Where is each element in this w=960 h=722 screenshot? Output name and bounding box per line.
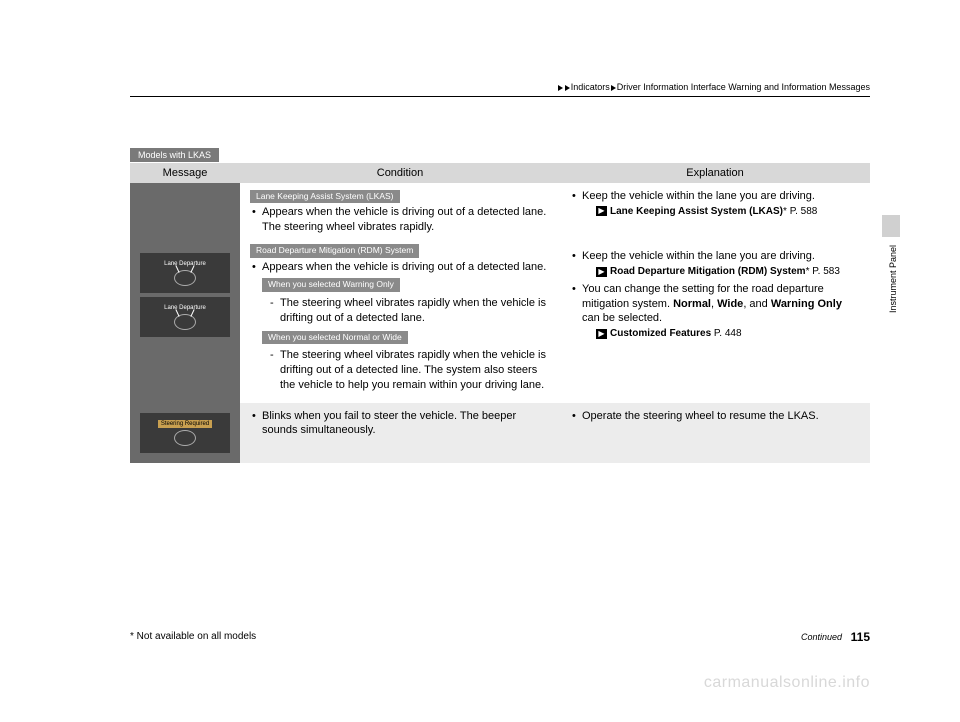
side-tab: Instrument Panel <box>882 215 900 345</box>
display-lane-departure: Lane Departure <box>140 297 230 337</box>
system-tag: Lane Keeping Assist System (LKAS) <box>250 190 400 203</box>
explanation-cell: Keep the vehicle within the lane you are… <box>560 183 870 403</box>
col-header-explanation: Explanation <box>560 163 870 183</box>
message-cell: Lane Departure Lane Departure <box>130 183 240 403</box>
display-label: Lane Departure <box>164 260 206 268</box>
reference: ▶Road Departure Mitigation (RDM) System*… <box>582 265 860 279</box>
footnote: * Not available on all models <box>130 631 256 642</box>
divider <box>130 96 870 97</box>
chevron-right-icon <box>611 85 616 91</box>
messages-table: Message Condition Explanation Lane Depar… <box>130 163 870 463</box>
chevron-right-icon <box>558 85 563 91</box>
message-cell: Steering Required <box>130 403 240 463</box>
mode-tag: When you selected Normal or Wide <box>262 331 408 344</box>
system-tag: Road Departure Mitigation (RDM) System <box>250 244 419 257</box>
breadcrumb: Indicators Driver Information Interface W… <box>130 82 870 92</box>
page-container: Indicators Driver Information Interface W… <box>0 0 960 503</box>
steering-wheel-icon <box>174 270 196 286</box>
condition-cell: Lane Keeping Assist System (LKAS) Appear… <box>240 183 560 403</box>
reference: ▶Lane Keeping Assist System (LKAS)* P. 5… <box>582 205 860 219</box>
reference-icon: ▶ <box>596 267 607 277</box>
model-badge: Models with LKAS <box>130 148 219 162</box>
condition-subtext: The steering wheel vibrates rapidly when… <box>262 296 550 326</box>
display-label: Lane Departure <box>164 304 206 312</box>
display-label: Steering Required <box>158 420 212 428</box>
condition-text: Blinks when you fail to steer the vehicl… <box>250 409 550 439</box>
condition-text: Appears when the vehicle is driving out … <box>250 205 550 235</box>
col-header-condition: Condition <box>240 163 560 183</box>
steering-wheel-icon <box>174 314 196 330</box>
condition-text: Appears when the vehicle is driving out … <box>250 260 550 275</box>
side-tab-mark <box>882 215 900 237</box>
explanation-text: You can change the setting for the road … <box>570 282 860 341</box>
reference: ▶Customized Features P. 448 <box>582 327 860 341</box>
continued-label: Continued <box>801 632 842 642</box>
chevron-right-icon <box>565 85 570 91</box>
display-lane-departure: Lane Departure <box>140 253 230 293</box>
table-header-row: Message Condition Explanation <box>130 163 870 183</box>
col-header-message: Message <box>130 163 240 183</box>
steering-wheel-icon <box>174 430 196 446</box>
condition-cell: Blinks when you fail to steer the vehicl… <box>240 403 560 463</box>
display-steering-required: Steering Required <box>140 413 230 453</box>
explanation-cell: Operate the steering wheel to resume the… <box>560 403 870 463</box>
explanation-text: Keep the vehicle within the lane you are… <box>570 249 860 278</box>
reference-icon: ▶ <box>596 329 607 339</box>
page-number: 115 <box>851 630 870 644</box>
explanation-text: Keep the vehicle within the lane you are… <box>570 189 860 218</box>
side-tab-label: Instrument Panel <box>888 245 898 313</box>
reference-icon: ▶ <box>596 206 607 216</box>
explanation-text: Operate the steering wheel to resume the… <box>570 409 860 424</box>
breadcrumb-part: Indicators <box>571 82 610 92</box>
table-row: Steering Required Blinks when you fail t… <box>130 403 870 463</box>
breadcrumb-part: Driver Information Interface Warning and… <box>617 82 870 92</box>
table-row: Lane Departure Lane Departure Lane Keepi… <box>130 183 870 403</box>
condition-subtext: The steering wheel vibrates rapidly when… <box>262 348 550 393</box>
watermark: carmanualsonline.info <box>704 674 870 692</box>
mode-tag: When you selected Warning Only <box>262 278 400 291</box>
